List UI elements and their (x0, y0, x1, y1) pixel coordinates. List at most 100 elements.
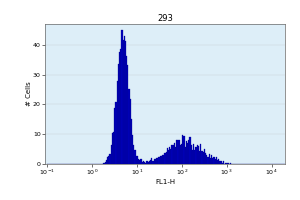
Bar (120, 49, 121, 164)
Bar (152, 161, 154, 164)
Bar (200, 144, 201, 164)
X-axis label: FL1-H: FL1-H (155, 179, 175, 185)
Bar (182, 135, 183, 164)
Bar (210, 158, 211, 164)
Bar (105, 162, 106, 164)
Bar (163, 155, 164, 164)
Bar (174, 143, 175, 164)
Bar (132, 135, 133, 164)
Bar (140, 159, 142, 164)
Bar (205, 153, 206, 164)
Bar (145, 163, 146, 164)
Bar (121, 30, 122, 164)
Bar (128, 89, 130, 164)
Bar (164, 153, 166, 164)
Bar (178, 140, 179, 164)
Bar (149, 161, 150, 164)
Bar (230, 163, 231, 164)
Bar (213, 157, 214, 164)
Title: 293: 293 (157, 14, 173, 23)
Bar (223, 161, 224, 164)
Bar (130, 99, 131, 164)
Bar (124, 36, 125, 164)
Bar (103, 163, 105, 164)
Bar (137, 156, 138, 164)
Bar (222, 163, 223, 164)
Bar (220, 161, 222, 164)
Bar (198, 146, 199, 164)
Bar (195, 147, 196, 164)
Bar (219, 161, 220, 164)
Bar (111, 145, 112, 164)
Bar (126, 56, 127, 164)
Bar (169, 147, 170, 164)
Bar (131, 119, 132, 164)
Bar (139, 160, 140, 164)
Bar (211, 155, 212, 164)
Bar (228, 163, 229, 164)
Bar (179, 140, 180, 164)
Bar (150, 160, 151, 164)
Bar (146, 161, 148, 164)
Bar (186, 141, 187, 164)
Bar (168, 150, 169, 164)
Bar (214, 159, 216, 164)
Bar (110, 154, 111, 164)
Bar (142, 162, 143, 164)
Bar (116, 81, 118, 164)
Bar (162, 155, 163, 164)
Bar (144, 162, 145, 164)
Bar (181, 144, 182, 164)
Bar (167, 148, 168, 164)
Bar (216, 157, 217, 164)
Bar (127, 65, 128, 164)
Bar (208, 154, 210, 164)
Bar (113, 132, 114, 164)
Bar (194, 150, 195, 164)
Bar (108, 156, 110, 164)
Bar (183, 136, 184, 164)
Bar (155, 159, 156, 164)
Bar (176, 140, 178, 164)
Bar (157, 158, 158, 164)
Bar (160, 156, 161, 164)
Bar (190, 145, 192, 164)
Bar (188, 140, 189, 164)
Bar (166, 152, 167, 164)
Bar (207, 157, 208, 164)
Bar (112, 133, 113, 164)
Bar (133, 145, 134, 164)
Bar (192, 150, 193, 164)
Bar (193, 144, 194, 164)
Bar (154, 159, 155, 164)
Bar (106, 160, 107, 164)
Bar (189, 137, 190, 164)
Bar (172, 145, 173, 164)
Bar (115, 102, 116, 164)
Bar (187, 143, 188, 164)
Bar (226, 163, 228, 164)
Bar (125, 41, 126, 164)
Bar (138, 159, 139, 164)
Bar (107, 157, 108, 164)
Bar (118, 64, 119, 164)
Bar (212, 158, 213, 164)
Bar (175, 147, 176, 164)
Bar (218, 159, 219, 164)
Bar (151, 158, 152, 164)
Bar (161, 156, 162, 164)
Bar (204, 149, 205, 164)
Bar (180, 145, 181, 164)
Bar (158, 157, 160, 164)
Bar (143, 161, 144, 164)
Bar (184, 147, 186, 164)
Bar (134, 150, 136, 164)
Bar (199, 151, 200, 164)
Bar (156, 158, 157, 164)
Bar (196, 145, 198, 164)
Bar (201, 151, 202, 164)
Bar (170, 149, 172, 164)
Bar (202, 152, 204, 164)
Bar (206, 155, 207, 164)
Bar (122, 40, 124, 164)
